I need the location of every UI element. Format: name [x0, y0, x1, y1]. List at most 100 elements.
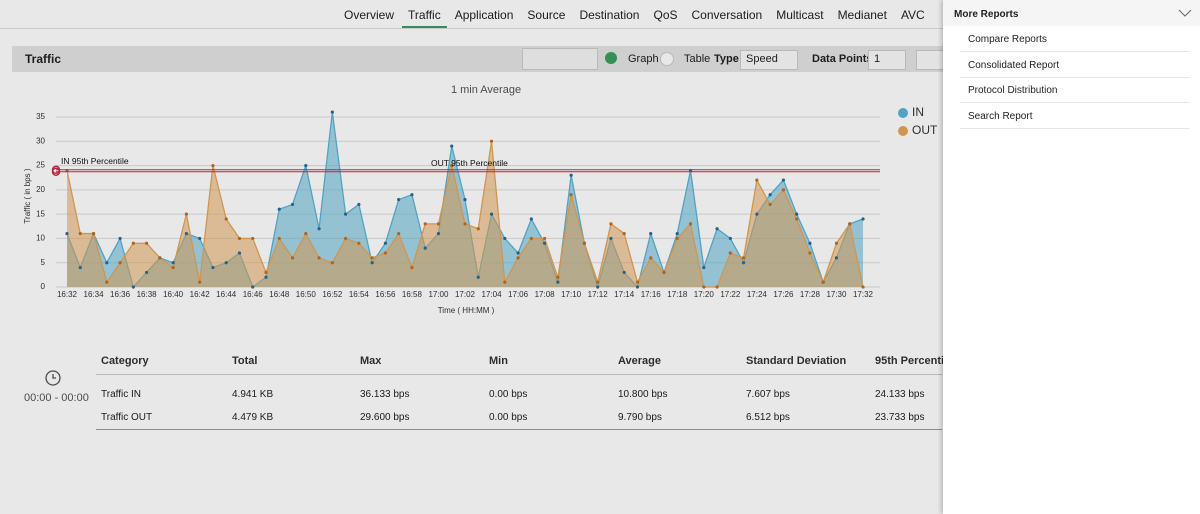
data-point — [211, 265, 215, 270]
points-select[interactable] — [868, 50, 906, 70]
nav-tab[interactable]: Source — [527, 8, 566, 22]
x-tick-label: 16:46 — [243, 290, 264, 299]
data-point — [330, 261, 334, 265]
nav-tab[interactable]: AVC — [900, 8, 925, 22]
data-point — [317, 256, 321, 260]
chart-type-icons[interactable] — [522, 48, 598, 70]
nav-tab[interactable]: Medianet — [837, 8, 887, 22]
x-tick-label: 16:48 — [269, 290, 290, 299]
active-underline — [402, 26, 447, 28]
data-point — [463, 222, 467, 226]
data-point — [436, 222, 441, 226]
x-tick-label: 16:38 — [137, 290, 158, 299]
data-point — [715, 227, 719, 231]
data-point — [768, 193, 772, 197]
cell: 7.607 bps — [746, 389, 790, 400]
data-point — [503, 236, 507, 241]
panel-title: More Reports — [954, 9, 1019, 20]
nav-tab[interactable]: Conversation — [691, 8, 763, 22]
data-point — [834, 256, 839, 260]
data-point — [237, 251, 242, 255]
table-label[interactable]: Table — [684, 53, 711, 65]
x-tick-label: 17:22 — [720, 290, 741, 299]
cell: 4.941 KB — [232, 389, 274, 400]
data-point — [251, 236, 255, 241]
type-select[interactable] — [740, 50, 798, 70]
data-point — [529, 217, 533, 221]
data-point — [556, 275, 560, 279]
type-value[interactable]: Speed — [746, 53, 778, 65]
data-point — [224, 217, 228, 221]
data-point — [65, 231, 69, 236]
data-point — [688, 222, 693, 226]
cell: 36.133 bps — [360, 389, 410, 400]
data-point — [237, 236, 242, 241]
separator — [960, 102, 1190, 104]
x-tick-label: 16:32 — [57, 290, 78, 299]
column-header[interactable]: Category — [101, 355, 149, 367]
legend-swatch — [898, 126, 908, 136]
radio-graph[interactable] — [605, 52, 617, 64]
data-point — [277, 207, 281, 211]
nav-tab[interactable]: QoS — [653, 8, 678, 22]
cell: 0.00 bps — [489, 412, 528, 423]
y-axis-title: Traffic ( in bps ) — [23, 168, 32, 223]
x-tick-label: 17:16 — [641, 290, 662, 299]
cell: Traffic IN — [101, 389, 142, 400]
nav-tab[interactable]: Traffic — [408, 8, 441, 22]
cell: 23.733 bps — [875, 412, 925, 423]
data-point — [662, 270, 666, 275]
collapse-icon[interactable] — [1178, 8, 1192, 18]
y-tick-label: 30 — [36, 136, 45, 145]
y-tick-label: 10 — [36, 234, 45, 243]
data-point — [290, 256, 295, 260]
nav-tab[interactable]: Application — [454, 8, 514, 22]
column-header: Min — [489, 355, 508, 367]
legend-label: IN — [912, 105, 924, 119]
data-point — [277, 236, 281, 241]
data-point — [184, 231, 188, 236]
data-point — [370, 256, 374, 260]
table-rule — [96, 374, 942, 375]
column-header: Max — [360, 355, 382, 367]
data-point — [463, 197, 467, 202]
radio-table[interactable] — [660, 52, 674, 66]
percentile-label: OUT 95th Percentile — [431, 158, 508, 168]
data-point — [808, 251, 812, 255]
data-point — [131, 241, 135, 245]
nav-tab[interactable]: Destination — [579, 8, 640, 22]
points-label: Data Points — [812, 53, 873, 65]
cell: 24.133 bps — [875, 389, 925, 400]
x-axis-title: Time ( HH:MM ) — [438, 306, 495, 315]
data-point — [543, 241, 547, 245]
nav-tab[interactable]: Multicast — [776, 8, 824, 22]
points-value[interactable]: 1 — [874, 53, 881, 65]
data-point — [251, 285, 255, 289]
data-point — [198, 236, 202, 241]
nav-tab[interactable]: Overview — [344, 8, 395, 22]
data-point — [861, 285, 865, 289]
data-point — [304, 231, 308, 236]
data-point — [357, 202, 361, 207]
data-point — [198, 280, 202, 284]
data-point — [264, 275, 268, 279]
data-point — [489, 139, 494, 143]
column-header: 95th Percentile — [875, 355, 954, 367]
x-tick-label: 17:00 — [428, 290, 449, 299]
report-link[interactable]: Consolidated Report — [968, 59, 1060, 71]
x-tick-label: 16:50 — [296, 290, 317, 299]
graph-label[interactable]: Graph — [628, 53, 659, 65]
x-tick-label: 17:10 — [561, 290, 582, 299]
clock-icon — [45, 370, 61, 386]
cell: Traffic OUT — [101, 412, 153, 423]
data-point — [145, 270, 149, 275]
report-link[interactable]: Protocol Distribution — [968, 85, 1058, 97]
data-point — [728, 251, 732, 255]
data-point — [476, 275, 480, 279]
data-point — [450, 163, 454, 168]
report-link[interactable]: Compare Reports — [968, 34, 1047, 45]
data-point — [224, 261, 228, 265]
x-tick-label: 16:52 — [322, 290, 343, 299]
report-link[interactable]: Search Report — [968, 111, 1033, 123]
